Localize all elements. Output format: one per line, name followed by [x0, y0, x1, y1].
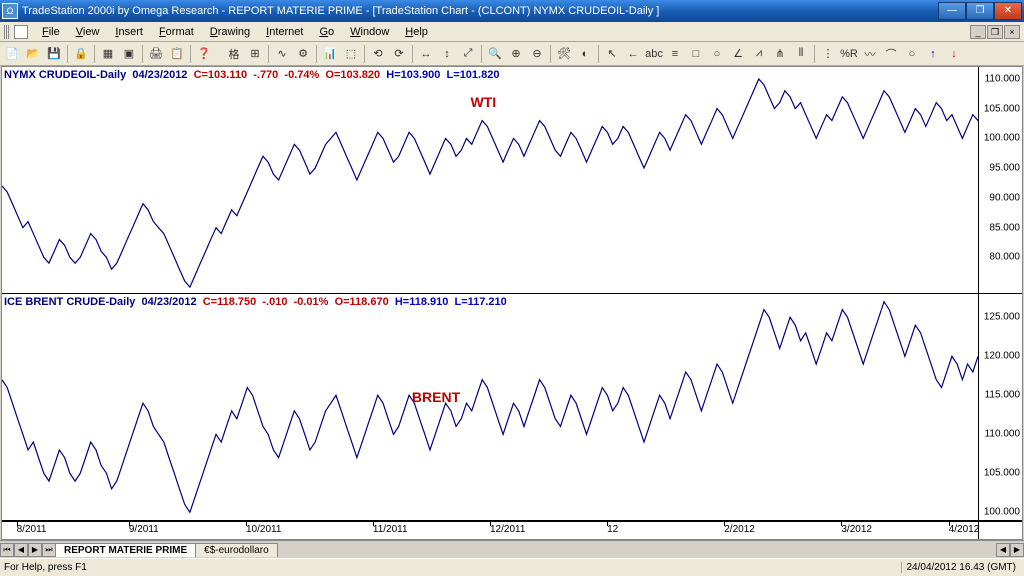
help-tool-button[interactable]: ❓ — [194, 44, 214, 64]
more-tool-button[interactable]: ⋮ — [818, 44, 838, 64]
up-tool-button[interactable]: ↑ — [923, 44, 943, 64]
tab-nav-0[interactable]: ⏮ — [0, 543, 14, 557]
percent-tool-button[interactable]: %R — [839, 44, 859, 64]
print-tool-button[interactable]: 🖨 — [146, 44, 166, 64]
chart-header-brent: ICE BRENT CRUDE-Daily 04/23/2012 C=118.7… — [4, 296, 507, 308]
grid-tool-button[interactable]: ⊞ — [245, 44, 265, 64]
open-tool-button[interactable]: 📂 — [23, 44, 43, 64]
angle-tool-button[interactable]: ∠ — [728, 44, 748, 64]
redo-tool-button[interactable]: ⟳ — [389, 44, 409, 64]
arrow-tool-button[interactable]: ← — [623, 44, 643, 64]
menu-window[interactable]: Window — [342, 24, 397, 40]
new-tool-button[interactable]: 📄 — [2, 44, 22, 64]
x-tick-label: 4/2012 — [949, 524, 980, 535]
statusbar: For Help, press F1 24/04/2012 16.43 (GMT… — [0, 558, 1024, 576]
menu-file[interactable]: File — [34, 24, 68, 40]
x-tick-label: 11/2011 — [373, 524, 408, 535]
mdi-icon[interactable] — [14, 25, 28, 39]
copy-tool-button[interactable]: 📋 — [167, 44, 187, 64]
menu-grip[interactable] — [4, 25, 10, 39]
rect-tool-button[interactable]: □ — [686, 44, 706, 64]
fib-tool-button[interactable]: ⦀ — [791, 44, 811, 64]
hline-tool-button[interactable]: ≡ — [665, 44, 685, 64]
scroll-left-button[interactable]: ◀ — [996, 543, 1010, 557]
app-icon: Ω — [2, 3, 18, 19]
tab-nav-3[interactable]: ⏭ — [42, 543, 56, 557]
text-tool-button[interactable]: abc — [644, 44, 664, 64]
arc-tool-button[interactable]: ⌒ — [881, 44, 901, 64]
status-datetime: 24/04/2012 16.43 (GMT) — [901, 562, 1020, 573]
data-tool-button[interactable]: ⬚ — [341, 44, 361, 64]
close-button[interactable]: ✕ — [994, 2, 1022, 20]
x-tick-label: 10/2011 — [246, 524, 281, 535]
cycle-tool-button[interactable]: ○ — [902, 44, 922, 64]
menu-internet[interactable]: Internet — [258, 24, 311, 40]
tab-report-materie-prime[interactable]: REPORT MATERIE PRIME — [55, 543, 196, 557]
chart-overlay-wti: WTI — [470, 94, 496, 110]
menu-insert[interactable]: Insert — [107, 24, 151, 40]
menubar: FileViewInsertFormatDrawingInternetGoWin… — [0, 22, 1024, 42]
mdi-controls: _ ❐ × — [970, 25, 1020, 39]
menu-format[interactable]: Format — [151, 24, 202, 40]
mdi-close[interactable]: × — [1004, 25, 1020, 39]
x-tick-label: 3/2012 — [841, 524, 872, 535]
x-tick-label: 2/2012 — [724, 524, 755, 535]
ellipse-tool-button[interactable]: ○ — [707, 44, 727, 64]
chart-panel-wti[interactable]: NYMX CRUDEOIL-Daily 04/23/2012 C=103.110… — [2, 67, 1022, 294]
trend-tool-button[interactable]: ⩘ — [749, 44, 769, 64]
minimize-button[interactable]: — — [938, 2, 966, 20]
tab-nav-1[interactable]: ◀ — [14, 543, 28, 557]
tab-nav-2[interactable]: ▶ — [28, 543, 42, 557]
x-tick-label: 12 — [607, 524, 618, 535]
chart-panel-brent[interactable]: ICE BRENT CRUDE-Daily 04/23/2012 C=118.7… — [2, 294, 1022, 521]
toolbar: 📄📂💾🔒▦▣🖨📋❓格⊞∿⚙📊⬚⟲⟳↔↕⤢🔍⊕⊖🛠◐↖←abc≡□○∠⩘⋔⦀⋮%R… — [0, 42, 1024, 66]
tools-tool-button[interactable]: 🛠 — [554, 44, 574, 64]
bar-chart-tool-button[interactable]: 📊 — [320, 44, 340, 64]
settings-tool-button[interactable]: ⚙ — [293, 44, 313, 64]
workspace-tabs: ⏮◀▶⏭ REPORT MATERIE PRIME€$-eurodollaro … — [0, 540, 1024, 558]
save-tool-button[interactable]: 💾 — [44, 44, 64, 64]
format-tool-button[interactable]: 格 — [224, 44, 244, 64]
zoom-fit-tool-button[interactable]: ⤢ — [458, 44, 478, 64]
globe-tool-button[interactable]: ◐ — [575, 44, 595, 64]
down-tool-button[interactable]: ↓ — [944, 44, 964, 64]
mdi-minimize[interactable]: _ — [970, 25, 986, 39]
h-scale-tool-button[interactable]: ↔ — [416, 44, 436, 64]
tab--eurodollaro[interactable]: €$-eurodollaro — [195, 543, 278, 557]
zoom-in-tool-button[interactable]: ⊕ — [506, 44, 526, 64]
workspace-tool-button[interactable]: ▦ — [98, 44, 118, 64]
refresh-tool-button[interactable]: ⟲ — [368, 44, 388, 64]
menu-go[interactable]: Go — [311, 24, 342, 40]
scroll-right-button[interactable]: ▶ — [1010, 543, 1024, 557]
chart-overlay-brent: BRENT — [412, 389, 460, 405]
y-axis-brent: 100.000105.000110.000115.000120.000125.0… — [978, 294, 1022, 520]
status-help: For Help, press F1 — [4, 562, 901, 573]
analysis-tool-button[interactable]: ∿ — [272, 44, 292, 64]
window-title: TradeStation 2000i by Omega Research - R… — [22, 5, 938, 17]
mdi-restore[interactable]: ❐ — [987, 25, 1003, 39]
x-tick-label: 9/2011 — [129, 524, 159, 535]
menu-help[interactable]: Help — [397, 24, 436, 40]
fan-tool-button[interactable]: ⋔ — [770, 44, 790, 64]
chart-area: NYMX CRUDEOIL-Daily 04/23/2012 C=103.110… — [1, 66, 1023, 540]
window-controls: — ❐ ✕ — [938, 2, 1022, 20]
x-tick-label: 8/2011 — [17, 524, 47, 535]
pointer-tool-button[interactable]: ↖ — [602, 44, 622, 64]
y-axis-wti: 80.00085.00090.00095.000100.000105.00011… — [978, 67, 1022, 293]
menu-view[interactable]: View — [68, 24, 108, 40]
menu-drawing[interactable]: Drawing — [202, 24, 258, 40]
titlebar: Ω TradeStation 2000i by Omega Research -… — [0, 0, 1024, 22]
x-tick-label: 12/2011 — [490, 524, 525, 535]
maximize-button[interactable]: ❐ — [966, 2, 994, 20]
panel-tool-button[interactable]: ▣ — [119, 44, 139, 64]
v-scale-tool-button[interactable]: ↕ — [437, 44, 457, 64]
zoom-out-tool-button[interactable]: ⊖ — [527, 44, 547, 64]
x-axis: 8/2011 9/2011 10/2011 11/2011 12/2011 12 2/201… — [2, 521, 1022, 539]
lock-tool-button[interactable]: 🔒 — [71, 44, 91, 64]
chart-header-wti: NYMX CRUDEOIL-Daily 04/23/2012 C=103.110… — [4, 69, 499, 81]
zoom-tool-button[interactable]: 🔍 — [485, 44, 505, 64]
wave-tool-button[interactable]: 〰 — [860, 44, 880, 64]
